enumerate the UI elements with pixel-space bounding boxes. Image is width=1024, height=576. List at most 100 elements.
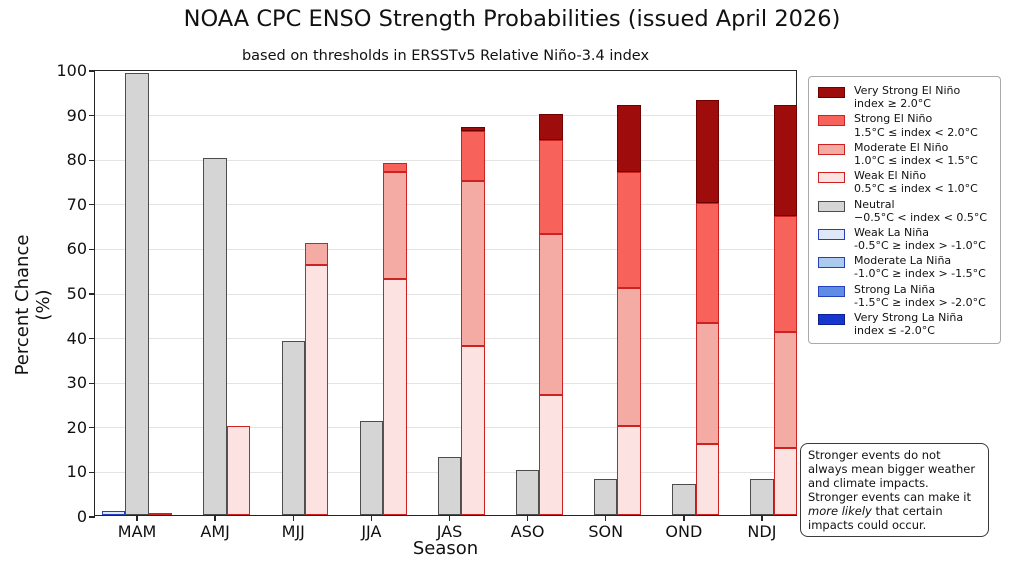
y-tick-70 bbox=[89, 204, 95, 206]
x-tick-label-MAM: MAM bbox=[117, 522, 157, 541]
bar-NDJ-moderate-el-nino bbox=[773, 332, 798, 449]
bar-JAS-neutral bbox=[437, 457, 462, 515]
legend-name-moderate-el-nino: Moderate El Niño bbox=[854, 140, 949, 154]
bar-ASO-weak-el-nino bbox=[539, 394, 563, 515]
legend-name-weak-la-nina: Weak La Niña bbox=[854, 225, 929, 239]
x-tick-label-JJA: JJA bbox=[361, 522, 382, 541]
legend-threshold-moderate-el-nino: 1.0°C ≤ index < 1.5°C bbox=[854, 153, 978, 167]
moderate-el-nino-swatch bbox=[818, 143, 845, 155]
legend-threshold-strong-la-nina: -1.5°C ≥ index > -2.0°C bbox=[854, 295, 986, 309]
x-tick-label-MJJ: MJJ bbox=[281, 522, 305, 541]
bar-MAM-weak-la-nina bbox=[101, 510, 126, 515]
x-tick-label-AMJ: AMJ bbox=[200, 522, 230, 541]
legend-label-very-strong-el-nino: Very Strong El Niño index ≥ 2.0°C bbox=[854, 84, 960, 110]
chart-subtitle: based on thresholds in ERSSTv5 Relative … bbox=[241, 48, 650, 64]
legend-threshold-moderate-la-nina: -1.0°C ≥ index > -1.5°C bbox=[854, 267, 986, 281]
y-tick-40 bbox=[89, 337, 95, 340]
y-tick-label-60: 60 bbox=[66, 239, 87, 259]
legend-label-moderate-la-nina: Moderate La Niña -1.0°C ≥ index > -1.5°C bbox=[854, 254, 986, 280]
bar-OND-strong-el-nino bbox=[695, 202, 719, 324]
chart-title: NOAA CPC ENSO Strength Probabilities (is… bbox=[183, 6, 841, 32]
bar-OND-neutral bbox=[672, 483, 696, 515]
bar-MJJ-moderate-el-nino bbox=[304, 242, 329, 266]
legend-name-moderate-la-nina: Moderate La Niña bbox=[854, 254, 952, 268]
gridline-80 bbox=[95, 159, 796, 161]
y-tick-label-30: 30 bbox=[66, 373, 87, 393]
very-strong-el-nino-swatch bbox=[818, 87, 845, 98]
gridline-90 bbox=[95, 115, 796, 117]
x-tick-label-OND: OND bbox=[665, 522, 703, 541]
bar-JJA-strong-el-nino bbox=[383, 162, 407, 172]
y-tick-80 bbox=[89, 159, 95, 161]
bar-ASO-very-strong-el-nino bbox=[539, 113, 563, 141]
legend-item-very-strong-la-nina: Very Strong La Niña index ≤ -2.0°C bbox=[818, 311, 992, 337]
x-tick-label-ASO: ASO bbox=[510, 522, 545, 541]
legend-name-very-strong-la-nina: Very Strong La Niña bbox=[854, 311, 964, 324]
gridline-30 bbox=[95, 382, 796, 384]
legend-name-very-strong-el-nino: Very Strong El Niño bbox=[854, 84, 961, 97]
bar-JAS-weak-el-nino bbox=[461, 345, 485, 515]
x-tick-label-NDJ: NDJ bbox=[747, 522, 777, 541]
bar-MAM-neutral bbox=[125, 73, 149, 515]
x-tick-label-JAS: JAS bbox=[436, 522, 463, 541]
y-tick-label-0: 0 bbox=[76, 507, 87, 526]
legend-threshold-weak-la-nina: -0.5°C ≥ index > -1.0°C bbox=[854, 239, 986, 253]
x-tick-MAM bbox=[136, 515, 138, 521]
x-tick-SON bbox=[605, 515, 607, 521]
y-tick-10 bbox=[89, 471, 95, 474]
weak-el-nino-swatch bbox=[818, 172, 845, 184]
legend-item-weak-la-nina: Weak La Niña -0.5°C ≥ index > -1.0°C bbox=[818, 226, 992, 252]
y-tick-label-20: 20 bbox=[66, 417, 87, 437]
y-tick-label-40: 40 bbox=[66, 328, 87, 348]
bar-NDJ-very-strong-el-nino bbox=[773, 104, 798, 217]
legend-item-strong-la-nina: Strong La Niña -1.5°C ≥ index > -2.0°C bbox=[818, 283, 992, 309]
gridline-20 bbox=[95, 427, 796, 429]
y-tick-50 bbox=[89, 293, 95, 295]
moderate-la-nina-swatch bbox=[818, 257, 845, 269]
y-tick-label-90: 90 bbox=[66, 105, 87, 125]
gridline-50 bbox=[95, 293, 796, 295]
impact-note-text: Stronger events do not always mean bigge… bbox=[808, 448, 976, 505]
impact-note-text-end: that certain impacts could occur. bbox=[808, 504, 943, 533]
weak-la-nina-swatch bbox=[818, 228, 845, 240]
bar-NDJ-weak-el-nino bbox=[773, 448, 798, 515]
y-tick-label-80: 80 bbox=[66, 150, 87, 170]
plot-area: 0 10 20 30 40 50 60 70 80 90 100 MAM AMJ MJJ JJA JAS ASO… bbox=[56, 61, 798, 541]
bar-JJA-neutral bbox=[359, 421, 384, 515]
bar-JJA-moderate-el-nino bbox=[383, 171, 407, 279]
y-tick-20 bbox=[89, 427, 95, 429]
bar-NDJ-neutral bbox=[750, 479, 774, 515]
legend-label-neutral: Neutral −0.5°C < index < 0.5°C bbox=[854, 198, 987, 224]
x-tick-ASO bbox=[526, 515, 529, 521]
y-tick-100 bbox=[89, 70, 95, 72]
bar-MAM-weak-el-nino bbox=[148, 513, 173, 515]
x-tick-label-SON: SON bbox=[588, 522, 624, 541]
legend-item-strong-el-nino: Strong El Niño 1.5°C ≤ index < 2.0°C bbox=[818, 112, 992, 139]
legend-label-strong-la-nina: Strong La Niña -1.5°C ≥ index > -2.0°C bbox=[854, 283, 986, 309]
legend-name-strong-el-nino: Strong El Niño bbox=[854, 112, 933, 126]
y-tick-0 bbox=[89, 516, 95, 518]
bar-ASO-strong-el-nino bbox=[539, 140, 563, 235]
legend-threshold-very-strong-la-nina: index ≤ -2.0°C bbox=[854, 324, 935, 338]
bar-MJJ-weak-el-nino bbox=[304, 265, 329, 515]
legend-item-weak-el-nino: Weak El Niño 0.5°C ≤ index < 1.0°C bbox=[818, 169, 992, 195]
legend-threshold-neutral: −0.5°C < index < 0.5°C bbox=[854, 210, 988, 224]
x-tick-NDJ bbox=[761, 515, 763, 521]
bar-JJA-weak-el-nino bbox=[383, 278, 407, 515]
very-strong-la-nina-swatch bbox=[818, 314, 845, 325]
x-tick-AMJ bbox=[214, 515, 216, 521]
x-tick-OND bbox=[683, 515, 685, 521]
x-axis-label: Season bbox=[412, 538, 479, 559]
bar-SON-neutral bbox=[594, 479, 618, 515]
bar-MJJ-neutral bbox=[281, 341, 305, 515]
bar-JAS-strong-el-nino bbox=[461, 131, 485, 181]
bar-SON-moderate-el-nino bbox=[617, 287, 641, 426]
bar-SON-very-strong-el-nino bbox=[617, 104, 641, 172]
legend-label-moderate-el-nino: Moderate El Niño 1.0°C ≤ index < 1.5°C bbox=[854, 141, 978, 167]
legend-name-strong-la-nina: Strong La Niña bbox=[854, 282, 936, 296]
legend-label-strong-el-nino: Strong El Niño 1.5°C ≤ index < 2.0°C bbox=[854, 112, 978, 138]
x-tick-JJA bbox=[370, 515, 373, 521]
legend-threshold-strong-el-nino: 1.5°C ≤ index < 2.0°C bbox=[854, 125, 978, 139]
legend-threshold-weak-el-nino: 0.5°C ≤ index < 1.0°C bbox=[854, 182, 978, 196]
